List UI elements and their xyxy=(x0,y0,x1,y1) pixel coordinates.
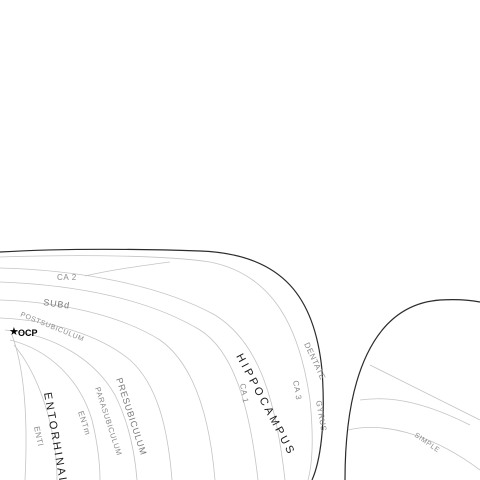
label-hippocampus: HIPPOCAMPUS xyxy=(233,352,297,459)
cerebellum-inner-3 xyxy=(359,398,471,426)
label-ocp: OCP xyxy=(18,328,38,338)
cerebellum-inner-2 xyxy=(347,427,480,471)
hippocampal-formation-outline xyxy=(0,248,324,480)
ca-boundary-outer xyxy=(0,255,313,480)
region-boundaries xyxy=(0,255,480,480)
cerebellum-outline xyxy=(344,299,480,480)
entl-boundary xyxy=(11,334,27,480)
label-gyrus: GYRUS xyxy=(314,400,328,433)
label-parasubiculum: PARASUBICULUM xyxy=(93,386,124,457)
ca1-ca3-boundary xyxy=(0,281,259,480)
label-ca3: CA 3 xyxy=(291,380,303,401)
label-simple: SIMPLE xyxy=(413,432,441,455)
label-subd: SUBd xyxy=(43,297,71,311)
ocp-star-icon: ★ xyxy=(9,325,19,338)
entorhinal-boundary xyxy=(13,344,58,480)
parasubiculum-boundary xyxy=(9,339,101,480)
ca-boundary-mid xyxy=(0,267,286,480)
subiculum-boundary xyxy=(0,299,216,480)
label-ca2: CA 2 xyxy=(57,273,77,282)
presubiculum-boundary xyxy=(4,329,138,480)
label-entorhinal: ENTORHINAL xyxy=(41,391,69,480)
label-ca1: CA 1 xyxy=(238,383,250,404)
label-entl: ENTl xyxy=(32,426,45,448)
postsubiculum-boundary xyxy=(0,317,173,480)
ca2-leader-line xyxy=(84,261,171,277)
cerebellum-inner-1 xyxy=(369,364,480,421)
